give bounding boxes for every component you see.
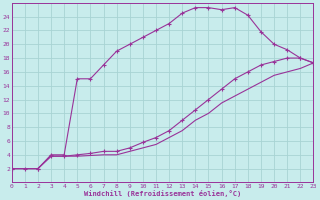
X-axis label: Windchill (Refroidissement éolien,°C): Windchill (Refroidissement éolien,°C) [84,190,241,197]
